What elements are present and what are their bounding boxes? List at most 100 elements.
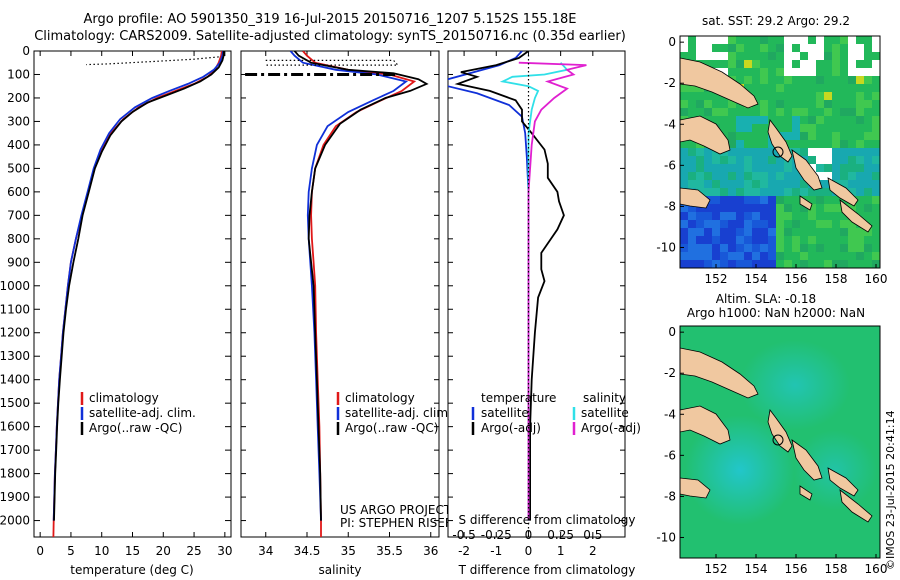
project-credit-2: PI: STEPHEN RISER xyxy=(340,516,453,530)
sst-cell xyxy=(768,148,776,156)
sst-map-title: sat. SST: 29.2 Argo: 29.2 xyxy=(702,14,850,28)
sst-cell xyxy=(736,188,744,196)
sst-cell xyxy=(744,212,752,220)
sst-cell xyxy=(784,260,792,268)
sst-cell xyxy=(776,228,784,236)
sst-cell xyxy=(872,68,880,76)
map-y-tick-label: -2 xyxy=(664,76,676,90)
sst-cell xyxy=(776,244,784,252)
sla-map-subtitle: Argo h1000: NaN h2000: NaN xyxy=(687,306,865,320)
sst-cell xyxy=(696,252,704,260)
sst-cell xyxy=(728,220,736,228)
sst-cell xyxy=(728,52,736,60)
sst-cell xyxy=(720,252,728,260)
header-line-1: Argo profile: AO 5901350_319 16-Jul-2015… xyxy=(83,12,576,27)
sst-cell xyxy=(696,212,704,220)
sst-cell xyxy=(840,260,848,268)
x-tick-label: 36 xyxy=(423,544,438,558)
sst-cell xyxy=(768,252,776,260)
depth-tick-label: 1400 xyxy=(0,373,30,387)
sst-cell xyxy=(680,260,688,268)
x-tick-label: 15 xyxy=(125,544,140,558)
sst-cell xyxy=(696,244,704,252)
sst-cell xyxy=(800,204,808,212)
sst-cell xyxy=(720,180,728,188)
sst-cell xyxy=(792,148,800,156)
sst-cell xyxy=(696,172,704,180)
sst-cell xyxy=(872,180,880,188)
s-difference-tick-label: 0.5 xyxy=(583,528,602,542)
sst-cell xyxy=(792,132,800,140)
sst-cell xyxy=(736,140,744,148)
sst-cell xyxy=(720,260,728,268)
sst-cell xyxy=(864,180,872,188)
sst-cell xyxy=(736,124,744,132)
sst-cell xyxy=(720,244,728,252)
sst-cell xyxy=(744,180,752,188)
sst-cell xyxy=(872,164,880,172)
sst-cell xyxy=(824,148,832,156)
sst-cell xyxy=(856,44,864,52)
sst-cell xyxy=(744,124,752,132)
sst-cell xyxy=(848,236,856,244)
sst-cell xyxy=(704,260,712,268)
sst-cell xyxy=(816,100,824,108)
sst-cell xyxy=(864,204,872,212)
legend-label-argo: Argo(..raw -QC) xyxy=(89,421,182,435)
sla-map-panel: Altim. SLA: -0.18 Argo h1000: NaN h2000:… xyxy=(656,292,887,576)
sst-cell xyxy=(760,164,768,172)
sst-cell xyxy=(832,172,840,180)
sst-cell xyxy=(856,172,864,180)
sst-cell xyxy=(824,164,832,172)
sst-cell xyxy=(680,36,688,44)
sst-cell xyxy=(704,212,712,220)
x-tick-label: 25 xyxy=(186,544,201,558)
sst-cell xyxy=(776,108,784,116)
sst-cell xyxy=(736,44,744,52)
sst-cell xyxy=(784,44,792,52)
difference-series xyxy=(448,51,587,537)
sst-cell xyxy=(776,220,784,228)
land-mass xyxy=(827,177,859,207)
sst-cell xyxy=(680,180,688,188)
sst-cell xyxy=(832,60,840,68)
sst-cell xyxy=(872,252,880,260)
sst-cell xyxy=(760,156,768,164)
sst-cell xyxy=(760,236,768,244)
sst-cell xyxy=(848,108,856,116)
sst-cell xyxy=(712,244,720,252)
sst-cell xyxy=(696,220,704,228)
sst-cell xyxy=(728,44,736,52)
imos-credit: ©IMOS 23-Jul-2015 20:41:14 xyxy=(884,410,897,570)
sst-cell xyxy=(712,252,720,260)
sst-cell xyxy=(816,220,824,228)
sst-cell xyxy=(848,148,856,156)
depth-tick-label: 1100 xyxy=(0,302,30,316)
sst-cell xyxy=(856,68,864,76)
sst-cell xyxy=(848,76,856,84)
sst-cell xyxy=(808,236,816,244)
difference-panel: -2 -1 0 1 2 -0.5 -0.25 0 0.25 0.5 T difference f… xyxy=(447,50,641,577)
sst-cell xyxy=(824,172,832,180)
legend-label-climatology: climatology xyxy=(89,391,159,405)
sst-cell xyxy=(816,148,824,156)
sst-cell xyxy=(824,204,832,212)
sst-cell xyxy=(784,228,792,236)
depth-tick-label: 1700 xyxy=(0,443,30,457)
sst-cell xyxy=(872,172,880,180)
land-mass xyxy=(791,439,823,481)
sst-cell xyxy=(792,244,800,252)
land-mass xyxy=(839,489,873,523)
s-difference-tick-label: -0.5 xyxy=(452,528,475,542)
sst-cell xyxy=(832,164,840,172)
sst-cell xyxy=(824,100,832,108)
depth-tick-label: 1500 xyxy=(0,396,30,410)
sst-cell xyxy=(696,236,704,244)
sst-cell xyxy=(728,244,736,252)
sst-cell xyxy=(720,236,728,244)
depth-tick-label: 1000 xyxy=(0,279,30,293)
sst-cell xyxy=(688,180,696,188)
sst-cell xyxy=(776,236,784,244)
sst-cell xyxy=(776,204,784,212)
sst-cell xyxy=(800,180,808,188)
